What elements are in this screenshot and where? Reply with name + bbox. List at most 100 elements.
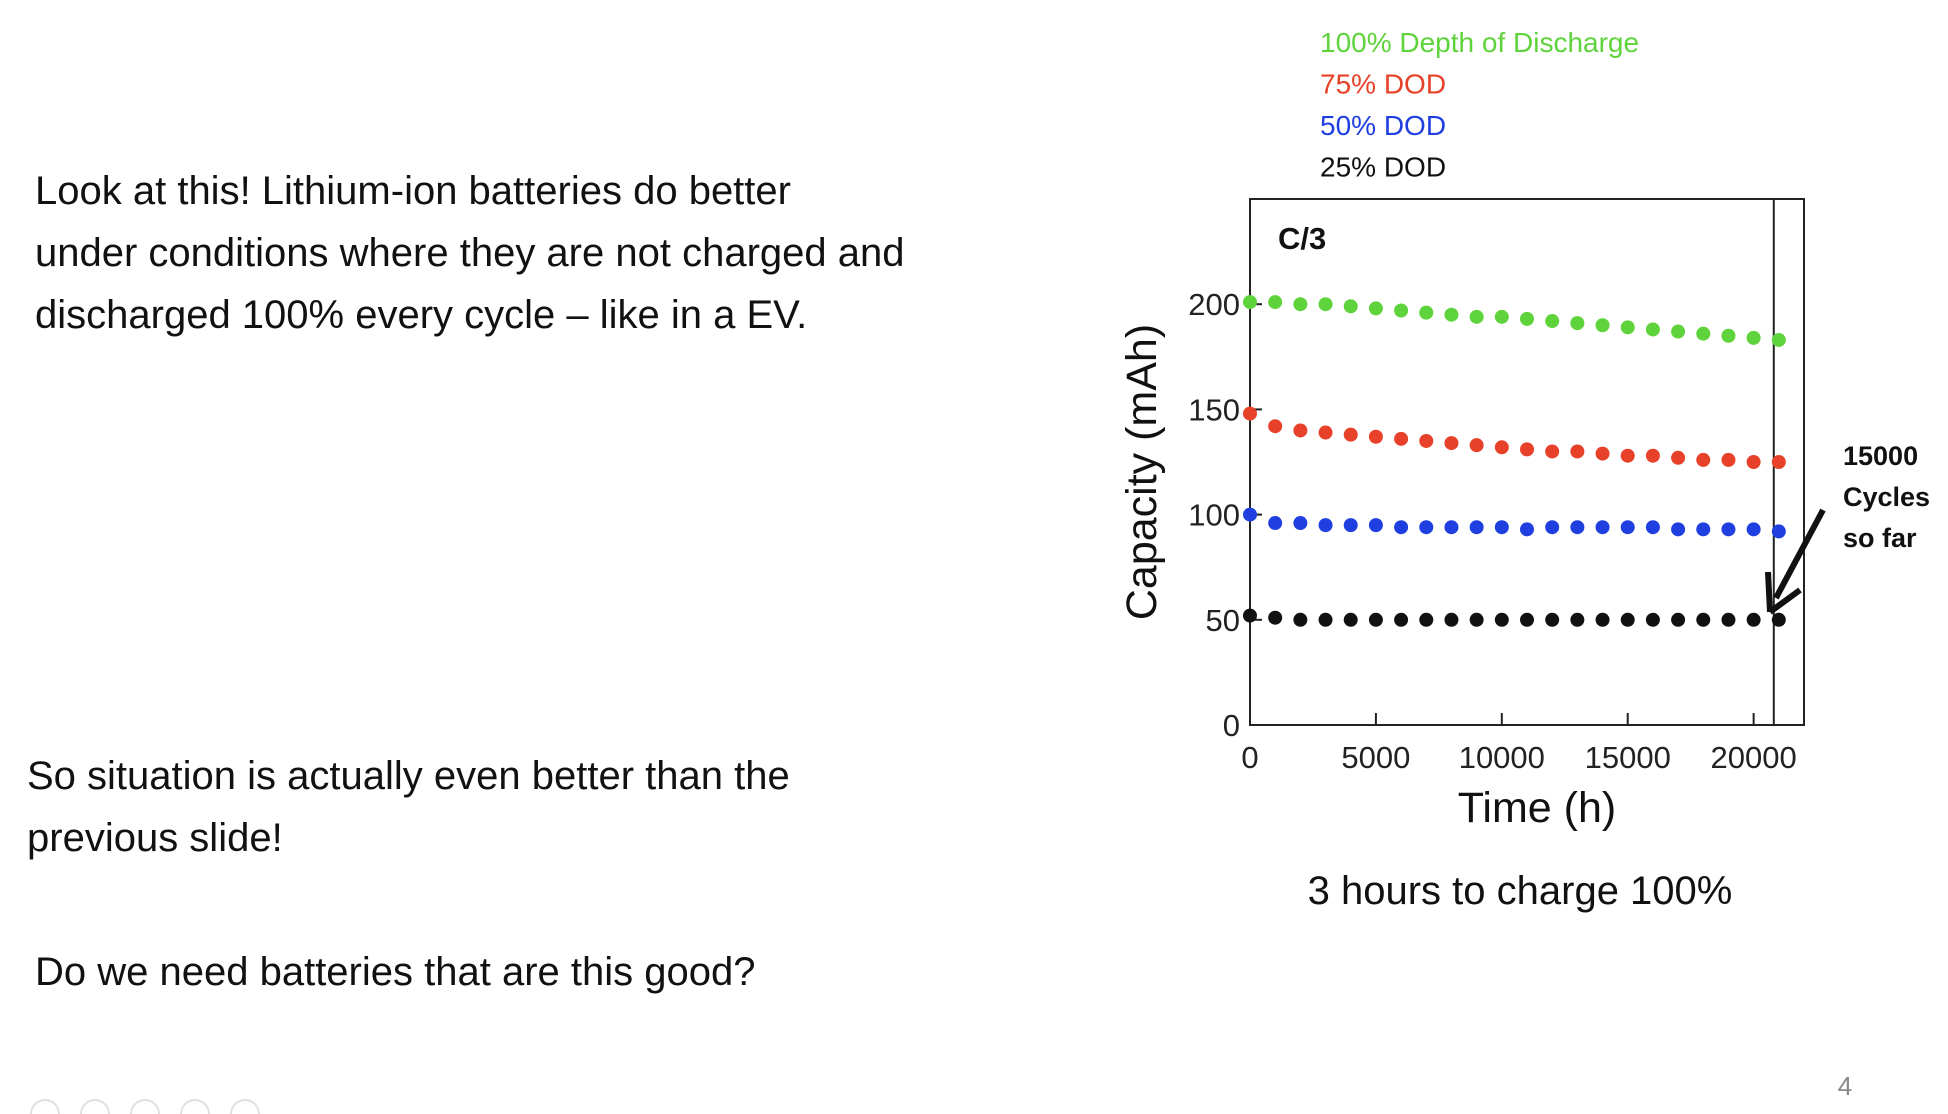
data-point bbox=[1444, 436, 1459, 451]
legend-entry: 100% Depth of Discharge bbox=[1320, 27, 1639, 58]
data-point bbox=[1620, 448, 1635, 463]
arrow-shaft bbox=[1773, 508, 1826, 600]
arrow-head bbox=[1765, 571, 1802, 615]
data-point bbox=[1444, 307, 1459, 322]
x-tick-label: 5000 bbox=[1341, 740, 1410, 775]
data-point bbox=[1343, 612, 1358, 627]
data-point bbox=[1243, 507, 1257, 522]
data-point bbox=[1570, 444, 1585, 459]
y-tick-label: 50 bbox=[1206, 603, 1240, 638]
data-point bbox=[1243, 295, 1257, 310]
data-point bbox=[1444, 612, 1459, 627]
legend-entry: 50% DOD bbox=[1320, 110, 1446, 141]
paragraph-line: under conditions where they are not char… bbox=[35, 231, 904, 275]
legend-entry: 25% DOD bbox=[1320, 152, 1446, 183]
data-point bbox=[1721, 328, 1736, 343]
data-point bbox=[1469, 309, 1484, 324]
toolbar-icon[interactable] bbox=[80, 1099, 110, 1114]
y-tick-label: 150 bbox=[1188, 392, 1240, 427]
data-point bbox=[1469, 520, 1484, 535]
toolbar-icon[interactable] bbox=[230, 1099, 260, 1114]
note: so far bbox=[1843, 523, 1917, 553]
data-point bbox=[1494, 309, 1509, 324]
data-point bbox=[1696, 612, 1711, 627]
data-point bbox=[1268, 295, 1283, 310]
plot-frame bbox=[1249, 198, 1805, 726]
legend-entry: 75% DOD bbox=[1320, 69, 1446, 100]
data-point bbox=[1394, 612, 1409, 627]
paragraph-line: previous slide! bbox=[27, 816, 283, 860]
data-point bbox=[1696, 326, 1711, 341]
x-axis-label: Time (h) bbox=[1458, 784, 1616, 832]
data-point bbox=[1721, 522, 1736, 537]
data-point bbox=[1545, 520, 1560, 535]
data-point bbox=[1645, 612, 1660, 627]
data-point bbox=[1545, 444, 1560, 459]
data-point bbox=[1721, 612, 1736, 627]
data-point bbox=[1671, 522, 1686, 537]
data-point bbox=[1746, 612, 1761, 627]
slideshow-toolbar bbox=[30, 1099, 260, 1114]
paragraph-line: Look at this! Lithium-ion batteries do b… bbox=[35, 169, 791, 213]
data-point bbox=[1343, 299, 1358, 314]
data-point bbox=[1771, 524, 1786, 539]
data-point bbox=[1343, 427, 1358, 442]
x-tick-label: 15000 bbox=[1585, 740, 1671, 775]
data-point bbox=[1645, 322, 1660, 337]
data-point bbox=[1746, 455, 1761, 469]
data-point bbox=[1746, 330, 1761, 345]
data-point bbox=[1268, 516, 1283, 531]
note: 15000 bbox=[1843, 441, 1918, 471]
data-point bbox=[1494, 520, 1509, 535]
data-point bbox=[1394, 303, 1409, 318]
data-point bbox=[1469, 438, 1484, 453]
data-point bbox=[1671, 324, 1686, 339]
data-point bbox=[1469, 612, 1484, 627]
data-point bbox=[1394, 520, 1409, 535]
data-point bbox=[1368, 429, 1383, 444]
data-point bbox=[1293, 423, 1308, 438]
data-point bbox=[1520, 311, 1534, 326]
data-point bbox=[1771, 612, 1786, 627]
data-point bbox=[1419, 520, 1434, 535]
data-point bbox=[1520, 612, 1534, 627]
data-point bbox=[1696, 522, 1711, 537]
paragraph-line: So situation is actually even better tha… bbox=[27, 754, 790, 798]
data-point bbox=[1318, 425, 1333, 440]
note: Cycles bbox=[1843, 482, 1930, 512]
data-point bbox=[1595, 520, 1610, 535]
x-tick-label: 10000 bbox=[1459, 740, 1545, 775]
y-tick-label: 100 bbox=[1188, 498, 1240, 533]
paragraph-line: discharged 100% every cycle – like in a … bbox=[35, 293, 807, 337]
data-point bbox=[1671, 450, 1686, 465]
annotation: C/3 bbox=[1278, 221, 1326, 256]
data-point bbox=[1368, 301, 1383, 316]
data-point bbox=[1620, 320, 1635, 335]
toolbar-icon[interactable] bbox=[130, 1099, 160, 1114]
data-point bbox=[1595, 612, 1610, 627]
data-point bbox=[1318, 297, 1333, 312]
toolbar-icon[interactable] bbox=[180, 1099, 210, 1114]
y-axis-label: Capacity (mAh) bbox=[1118, 324, 1166, 620]
data-point bbox=[1293, 612, 1308, 627]
data-point bbox=[1520, 522, 1534, 537]
data-point bbox=[1620, 520, 1635, 535]
data-point bbox=[1293, 297, 1308, 312]
x-tick-label: 0 bbox=[1241, 740, 1258, 775]
y-tick-label: 0 bbox=[1223, 708, 1240, 743]
data-point bbox=[1645, 520, 1660, 535]
data-point bbox=[1343, 518, 1358, 533]
data-point bbox=[1570, 316, 1585, 331]
data-point bbox=[1771, 332, 1786, 347]
question: Do we need batteries that are this good? bbox=[35, 950, 755, 994]
caption: 3 hours to charge 100% bbox=[1308, 869, 1733, 913]
data-point bbox=[1368, 612, 1383, 627]
data-point bbox=[1771, 455, 1786, 469]
page-number: 4 bbox=[1838, 1071, 1852, 1101]
data-point bbox=[1268, 419, 1283, 434]
data-point bbox=[1595, 446, 1610, 461]
data-point bbox=[1243, 608, 1257, 623]
toolbar-icon[interactable] bbox=[30, 1099, 60, 1114]
